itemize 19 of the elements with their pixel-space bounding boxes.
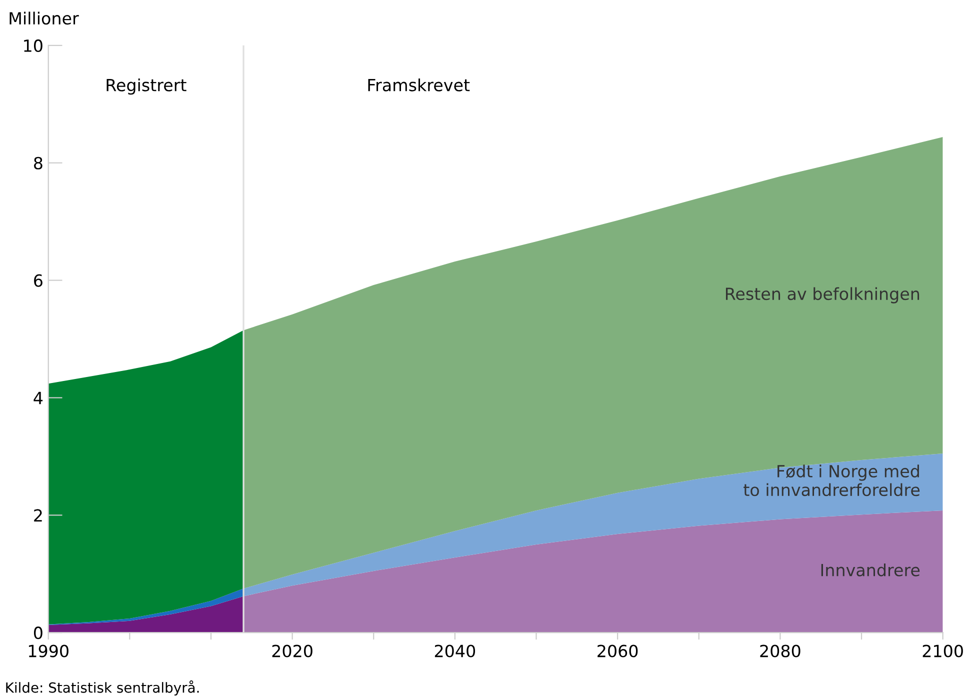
series-label: Resten av befolkningen xyxy=(726,287,920,304)
y-tick-label: 4 xyxy=(34,392,43,404)
x-tick-label: 2060 xyxy=(598,644,638,658)
x-tick-label: 2040 xyxy=(434,644,476,658)
y-axis-title: Millioner xyxy=(10,12,79,25)
annotation: Framskrevet xyxy=(368,78,470,92)
x-tick-label: 2100 xyxy=(922,644,963,658)
annotation: Registrert xyxy=(106,78,186,95)
y-tick-label: 10 xyxy=(24,39,42,52)
y-tick-label: 0 xyxy=(34,626,42,640)
y-tick-label: 6 xyxy=(34,274,42,287)
series-label: Innvandrere xyxy=(821,563,920,576)
text: Kilde: Statistisk sentralbyrå. xyxy=(6,680,199,696)
y-tick-label: 2 xyxy=(34,509,42,522)
x-tick-label: 2080 xyxy=(760,644,800,658)
x-tick-label: 1990 xyxy=(28,644,68,658)
series-label: Født i Norge med to innvandrerforeldre xyxy=(744,464,920,496)
y-tick-label: 8 xyxy=(34,156,42,170)
x-tick-label: 2020 xyxy=(272,644,312,658)
